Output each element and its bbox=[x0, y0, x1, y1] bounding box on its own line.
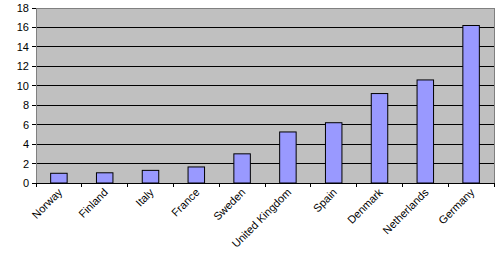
y-tick-label: 8 bbox=[23, 99, 29, 111]
x-tick bbox=[81, 183, 82, 187]
y-axis bbox=[36, 8, 37, 183]
grid-line bbox=[36, 8, 494, 9]
chart-container: 0 2 4 6 8 10 12 14 16 18 Norway Finland Italy France S… bbox=[0, 0, 500, 265]
x-tick bbox=[448, 183, 449, 187]
y-tick bbox=[32, 144, 36, 145]
plot-area bbox=[36, 8, 494, 183]
plot-border bbox=[36, 8, 494, 9]
x-tick-label: Spain bbox=[311, 186, 339, 214]
x-tick-label: Finland bbox=[76, 186, 110, 220]
y-tick bbox=[32, 105, 36, 106]
x-tick-label: France bbox=[169, 186, 202, 219]
bar bbox=[371, 94, 387, 183]
bar bbox=[280, 132, 296, 183]
y-tick-label: 10 bbox=[17, 80, 29, 92]
y-tick-label: 4 bbox=[23, 138, 29, 150]
x-tick bbox=[219, 183, 220, 187]
grid-line bbox=[36, 46, 494, 47]
x-tick bbox=[402, 183, 403, 187]
grid-line bbox=[36, 27, 494, 28]
bar bbox=[325, 123, 341, 183]
x-tick-label: Denmark bbox=[345, 186, 385, 226]
x-tick-label: Germany bbox=[436, 186, 477, 227]
y-tick bbox=[32, 27, 36, 28]
x-tick-label: Italy bbox=[133, 186, 156, 209]
bar bbox=[463, 26, 479, 184]
y-tick-label: 16 bbox=[17, 21, 29, 33]
x-tick-label: Norway bbox=[29, 186, 64, 221]
x-tick-label: United Kingdom bbox=[229, 186, 293, 250]
bar bbox=[142, 170, 158, 183]
x-tick bbox=[356, 183, 357, 187]
y-tick-label: 0 bbox=[23, 177, 29, 189]
chart: 0 2 4 6 8 10 12 14 16 18 Norway Finland Italy France S… bbox=[0, 0, 500, 265]
bar bbox=[234, 154, 250, 183]
x-tick bbox=[494, 183, 495, 187]
y-tick-label: 6 bbox=[23, 119, 29, 131]
bar bbox=[188, 167, 204, 183]
y-tick bbox=[32, 85, 36, 86]
y-tick bbox=[32, 66, 36, 67]
y-tick-label: 2 bbox=[23, 158, 29, 170]
x-tick bbox=[265, 183, 266, 187]
x-tick bbox=[310, 183, 311, 187]
x-tick-label: Netherlands bbox=[380, 186, 431, 237]
grid-line bbox=[36, 66, 494, 67]
plot-border bbox=[494, 8, 495, 183]
bar bbox=[96, 173, 112, 183]
x-tick-label: Sweden bbox=[211, 186, 248, 223]
bars bbox=[51, 26, 480, 184]
bar bbox=[417, 80, 433, 183]
y-tick bbox=[32, 124, 36, 125]
y-tick bbox=[32, 46, 36, 47]
x-tick bbox=[173, 183, 174, 187]
x-tick bbox=[127, 183, 128, 187]
x-tick bbox=[36, 183, 37, 187]
y-tick-label: 12 bbox=[17, 60, 29, 72]
y-tick bbox=[32, 8, 36, 9]
y-tick bbox=[32, 163, 36, 164]
y-tick-label: 18 bbox=[17, 2, 29, 14]
y-tick bbox=[32, 183, 36, 184]
y-tick-label: 14 bbox=[17, 41, 29, 53]
bar bbox=[51, 173, 67, 183]
